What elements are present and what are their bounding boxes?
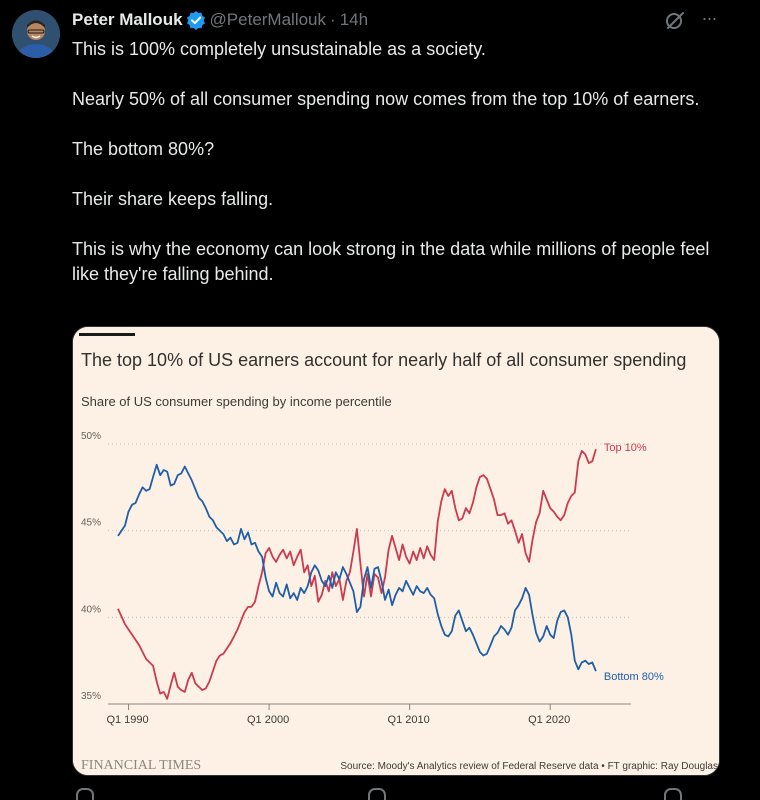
bookmark-icon[interactable] — [664, 788, 682, 800]
tweet-text: This is 100% completely unsustainable as… — [72, 37, 722, 287]
y-tick-label: 45% — [81, 518, 101, 529]
y-tick-label: 50% — [81, 431, 101, 442]
tweet-paragraph: The bottom 80%? — [72, 139, 215, 159]
reply-icon[interactable] — [76, 788, 94, 800]
y-tick-label: 40% — [81, 604, 101, 615]
x-tick-label: Q1 2020 — [528, 714, 570, 726]
x-tick-label: Q1 1990 — [106, 714, 148, 726]
like-icon[interactable] — [368, 788, 386, 800]
series-line-top-10 — [117, 448, 597, 700]
tweet-actions — [72, 788, 722, 800]
chart: The top 10% of US earners account for ne… — [73, 327, 719, 775]
grok-icon[interactable] — [664, 9, 686, 31]
y-tick-label: 35% — [81, 691, 101, 702]
x-tick-label: Q1 2000 — [247, 714, 289, 726]
chart-source: Source: Moody's Analytics review of Fede… — [340, 761, 718, 772]
author-handle[interactable]: @PeterMallouk — [209, 10, 327, 29]
more-options-icon[interactable]: ··· — [701, 8, 718, 28]
tweet-paragraph: Nearly 50% of all consumer spending now … — [72, 89, 700, 109]
chart-subtitle: Share of US consumer spending by income … — [81, 394, 392, 409]
avatar-photo — [12, 10, 60, 58]
ft-brand-logo: FINANCIAL TIMES — [81, 758, 201, 773]
verified-badge-icon[interactable] — [186, 10, 206, 30]
author-name[interactable]: Peter Mallouk — [72, 10, 183, 29]
author-avatar[interactable] — [12, 10, 60, 58]
chart-title: The top 10% of US earners account for ne… — [81, 350, 686, 370]
tweet-header: Peter Mallouk @PeterMallouk · 14h — [72, 9, 368, 31]
legend-label: Top 10% — [604, 442, 647, 454]
tweet-paragraph: This is 100% completely unsustainable as… — [72, 39, 486, 59]
ft-top-rule — [79, 333, 135, 336]
legend-label: Bottom 80% — [604, 671, 664, 683]
x-tick-label: Q1 2010 — [388, 714, 430, 726]
tweet-paragraph: This is why the economy can look strong … — [72, 239, 710, 284]
attached-chart-image[interactable]: The top 10% of US earners account for ne… — [72, 326, 720, 776]
series-line-bottom-80 — [117, 463, 597, 672]
tweet-paragraph: Their share keeps falling. — [72, 189, 274, 209]
post-timestamp[interactable]: 14h — [339, 10, 369, 29]
header-separator: · — [330, 10, 336, 29]
